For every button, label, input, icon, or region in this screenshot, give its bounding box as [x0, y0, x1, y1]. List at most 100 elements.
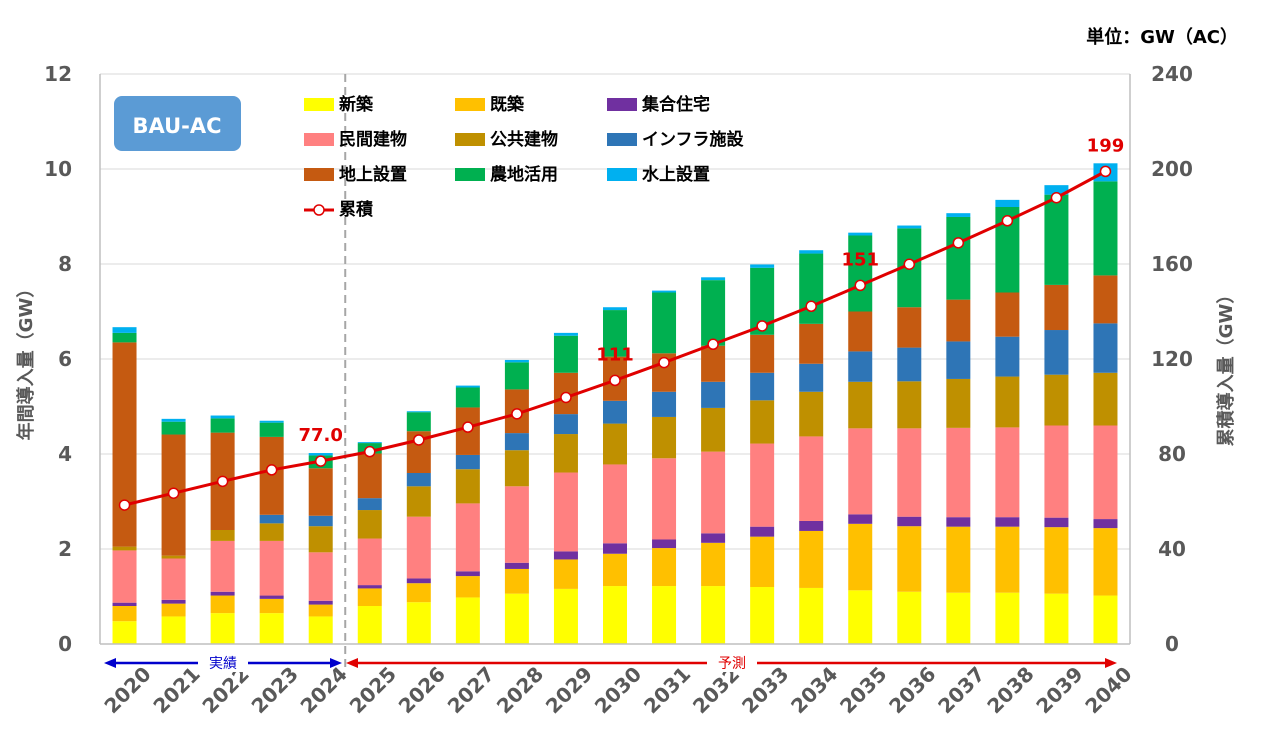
x-tick-label: 2038: [982, 662, 1038, 718]
x-tick-label: 2024: [296, 662, 352, 718]
bar-segment: [504, 562, 529, 569]
bar-segment: [112, 621, 137, 644]
bar-segment: [799, 250, 824, 254]
bar-segment: [995, 427, 1020, 518]
y-tick-label: 10: [44, 157, 72, 181]
bar-segment: [308, 468, 333, 516]
bar-segment: [357, 442, 382, 444]
bar-segment: [799, 323, 824, 364]
cumulative-point: [854, 279, 866, 292]
legend-item: 公共建物: [455, 129, 558, 150]
legend-label: 新築: [339, 94, 374, 115]
cumulative-point: [609, 374, 621, 387]
bar-segment: [897, 381, 922, 429]
bar-segment: [603, 464, 627, 544]
bar-segment: [553, 335, 578, 373]
bar-segment: [259, 422, 284, 437]
legend-label: インフラ施設: [642, 129, 744, 150]
bar-segment: [701, 586, 726, 644]
bar-segment: [308, 552, 333, 601]
legend-item: 新築: [304, 94, 374, 115]
bar-segment: [1093, 519, 1118, 529]
x-tick-label: 2020: [99, 662, 155, 718]
bar-segment: [1093, 181, 1118, 276]
y2-tick-label: 160: [1151, 252, 1193, 276]
bar-segment: [455, 576, 480, 598]
bar-segment: [455, 597, 480, 644]
legend-swatch: [607, 168, 637, 181]
bar-segment: [161, 603, 186, 617]
badge-label: BAU-AC: [132, 114, 221, 138]
bar-segment: [406, 473, 431, 487]
bars: [112, 163, 1118, 644]
bar-segment: [504, 486, 529, 563]
legend-item: 農地活用: [455, 164, 558, 185]
bar-segment: [112, 342, 137, 547]
bar-segment: [848, 523, 873, 591]
y2-tick-label: 0: [1165, 632, 1179, 656]
bar-segment: [603, 586, 627, 644]
legend-item: 既築: [455, 94, 525, 115]
bar-segment: [946, 427, 971, 518]
bar-segment: [897, 347, 922, 382]
bar-segment: [210, 591, 235, 596]
bar-segment: [553, 414, 578, 435]
bar-segment: [603, 307, 627, 311]
x-tick-label: 2023: [247, 662, 303, 718]
bar-segment: [161, 555, 186, 559]
bar-segment: [504, 568, 529, 594]
bar-segment: [406, 412, 431, 432]
x-tick-label: 2030: [590, 662, 646, 718]
cumulative-point: [511, 408, 523, 420]
legend-item: 集合住宅: [607, 94, 710, 115]
y-tick-label: 2: [58, 537, 72, 561]
bar-segment: [455, 454, 480, 470]
bar-segment: [1044, 374, 1069, 426]
bar-segment: [946, 341, 971, 379]
bar-segment: [259, 598, 284, 614]
bar-segment: [161, 558, 186, 600]
bar-segment: [701, 277, 726, 281]
bar-segment: [406, 602, 431, 644]
legend-label: 水上設置: [642, 164, 710, 185]
bar-segment: [701, 280, 726, 346]
bar-segment: [995, 199, 1020, 207]
bar-segment: [603, 553, 627, 587]
cumulative-point: [658, 356, 670, 369]
y2-axis-title: 累積導入量（GW）: [1215, 286, 1237, 447]
bar-segment: [1044, 284, 1069, 331]
bar-segment: [1044, 330, 1069, 375]
bar-segment: [161, 421, 186, 435]
bar-segment: [357, 498, 382, 511]
bar-segment: [995, 592, 1020, 644]
bar-segment: [750, 372, 775, 401]
bar-segment: [259, 436, 284, 515]
x-tick-label: 2035: [835, 662, 891, 718]
cumulative-value-label: 151: [841, 249, 879, 270]
x-tick-label: 2029: [541, 662, 597, 718]
bar-segment: [504, 450, 529, 487]
bar-segment: [652, 416, 677, 459]
cumulative-point: [364, 445, 376, 458]
cumulative-point: [314, 455, 327, 467]
bar-segment: [455, 387, 480, 408]
period-actual-label: 実績: [209, 656, 237, 672]
bar-segment: [799, 436, 824, 521]
bar-segment: [504, 433, 529, 451]
bar-segment: [750, 400, 775, 444]
x-tick-label: 2037: [933, 662, 989, 718]
bar-segment: [652, 539, 677, 549]
bar-segment: [455, 571, 480, 577]
bar-segment: [455, 385, 480, 388]
period-forecast-label: 予測: [718, 656, 746, 672]
bar-segment: [848, 428, 873, 515]
cumulative-line: [118, 165, 1112, 511]
bar-segment: [1044, 593, 1069, 644]
bar-segment: [603, 423, 627, 465]
bar-segment: [946, 526, 971, 593]
bar-segment: [308, 515, 333, 527]
legend-swatch: [304, 133, 334, 146]
legend-item: 民間建物: [304, 129, 407, 150]
cumulative-value-label: 199: [1087, 135, 1125, 156]
